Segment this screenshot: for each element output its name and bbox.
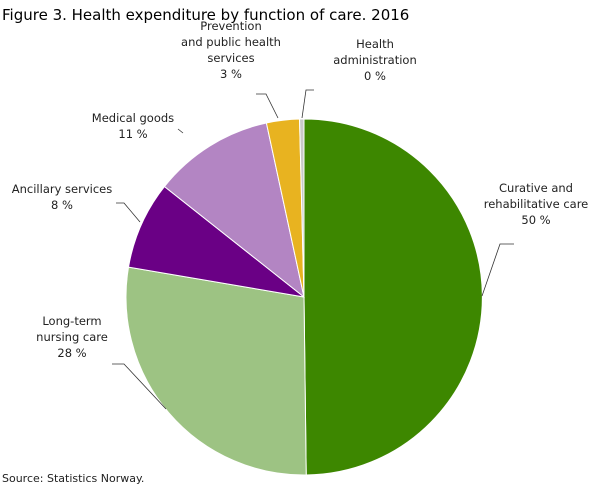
slice-value-label: 28 % <box>57 346 86 360</box>
slice-category-label: administration <box>333 53 417 67</box>
leader-line <box>116 202 141 223</box>
slice-value-label: 0 % <box>364 69 386 83</box>
slice-category-label: Medical goods <box>92 111 174 125</box>
slice-category-label: rehabilitative care <box>484 197 589 211</box>
source-note: Source: Statistics Norway. <box>2 472 145 485</box>
chart-title: Figure 3. Health expenditure by function… <box>2 6 410 24</box>
pie-slice-ancillary-services <box>127 185 305 298</box>
slice-value-label: 8 % <box>51 198 73 212</box>
slice-category-label: Ancillary services <box>12 182 113 196</box>
slice-category-label: and public health <box>181 35 281 49</box>
slice-category-label: Curative and <box>499 181 573 195</box>
pie-slice-health-administration <box>299 118 305 298</box>
leader-line <box>177 128 184 134</box>
slice-value-label: 11 % <box>118 127 147 141</box>
slice-value-label: 50 % <box>521 213 550 227</box>
leader-line <box>481 243 514 297</box>
slice-category-label: Prevention <box>200 19 261 33</box>
slice-category-label: services <box>207 51 254 65</box>
pie-slice-long-term-nursing-care <box>125 266 307 476</box>
slice-category-label: Health <box>356 37 394 51</box>
pie-slice-medical-goods <box>163 122 305 299</box>
leader-line <box>112 363 167 410</box>
leader-line <box>301 89 314 119</box>
pie-slice-curative-and-rehabilitative-care <box>303 118 483 476</box>
slice-value-label: 3 % <box>220 67 242 81</box>
slice-category-label: Long-term <box>42 314 101 328</box>
slice-category-label: nursing care <box>36 330 108 344</box>
leader-line <box>256 93 279 119</box>
